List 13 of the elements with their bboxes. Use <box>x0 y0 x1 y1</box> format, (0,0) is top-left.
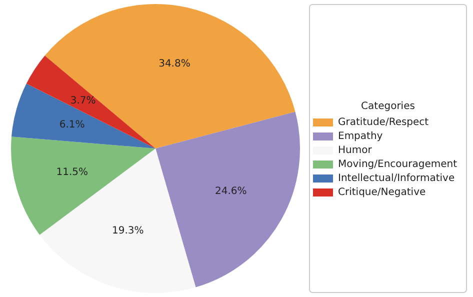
legend-title: Categories <box>361 101 415 112</box>
data-label: 6.1% <box>59 120 85 131</box>
data-label: 24.6% <box>215 186 247 197</box>
legend-label: Moving/Encouragement <box>338 159 458 170</box>
data-label: 11.5% <box>56 166 88 178</box>
data-label: 19.3% <box>112 225 144 236</box>
legend-label: Empathy <box>338 131 383 142</box>
legend-label: Gratitude/Respect <box>338 117 429 128</box>
data-label: 34.8% <box>158 58 190 70</box>
legend-label: Humor <box>338 145 373 156</box>
data-label: 3.7% <box>70 95 96 106</box>
legend-label: Critique/Negative <box>338 187 426 198</box>
legend-label: Intellectual/Informative <box>338 173 455 184</box>
